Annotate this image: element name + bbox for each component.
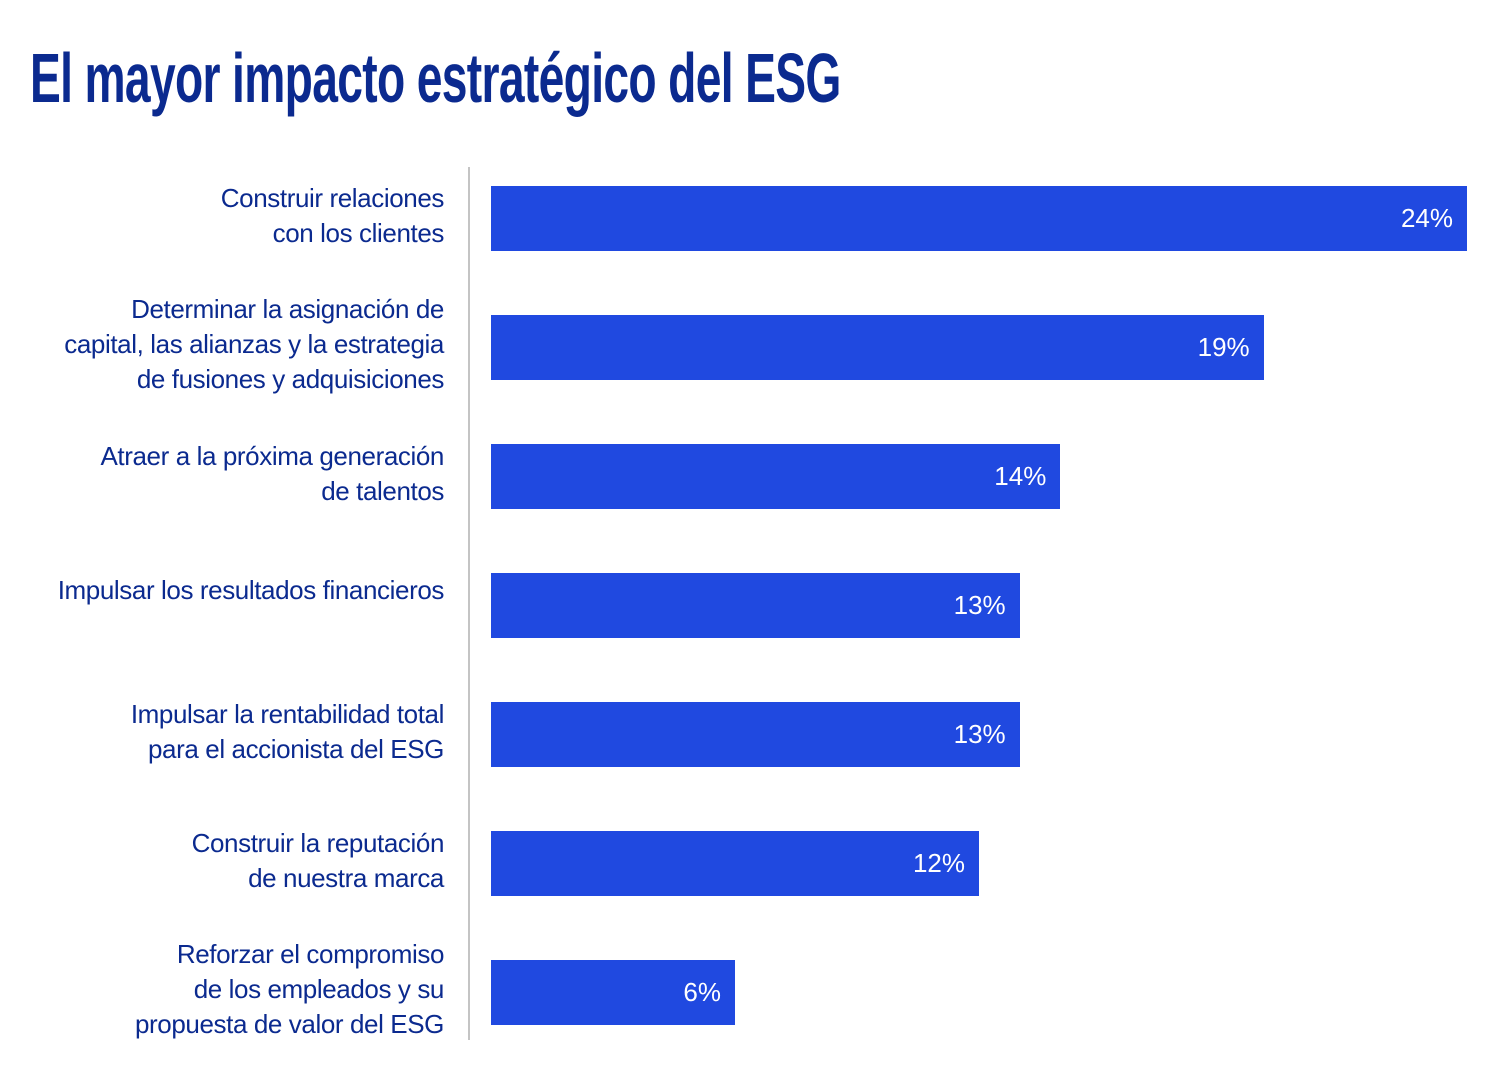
bar	[491, 831, 979, 896]
bar	[491, 960, 735, 1025]
bar	[491, 702, 1020, 767]
chart-title: El mayor impacto estratégico del ESG	[30, 39, 841, 117]
category-axis-line	[468, 167, 470, 1040]
bar-value-label: 14%	[994, 461, 1047, 491]
category-label: Impulsar los resultados financieros	[57, 575, 445, 605]
bar-value-label: 24%	[1400, 203, 1453, 233]
bar	[491, 573, 1020, 638]
category-label: Construir la reputación de nuestra marca	[191, 827, 445, 893]
bar	[491, 186, 1467, 251]
category-label: Reforzar el compromiso de los empleados …	[134, 939, 444, 1039]
bar-value-label: 19%	[1197, 332, 1250, 362]
bar	[491, 315, 1264, 380]
bar-value-label: 13%	[953, 590, 1006, 620]
category-label: Atraer a la próxima generación de talent…	[100, 440, 444, 506]
category-label: Construir relaciones con los clientes	[220, 182, 445, 248]
bar-value-label: 13%	[953, 719, 1006, 749]
bar-value-label: 12%	[912, 848, 965, 878]
bar-value-label: 6%	[683, 977, 721, 1007]
category-label: Impulsar la rentabilidad total para el a…	[130, 698, 445, 764]
bar	[491, 444, 1061, 509]
category-label: Determinar la asignación de capital, las…	[64, 294, 444, 394]
